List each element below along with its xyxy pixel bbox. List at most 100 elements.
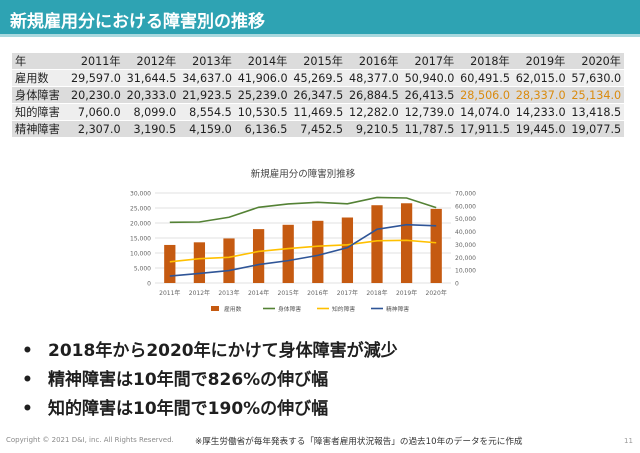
table-cell: 11,469.5	[290, 103, 346, 121]
x-axis-tick-label: 2015年	[278, 289, 299, 297]
table-cell-highlight: 28,506.0	[457, 86, 513, 104]
table-cell: 6,136.5	[234, 120, 291, 138]
bullet-item: • 2018年から2020年にかけて身体障害が減少	[22, 337, 398, 366]
bar-employment	[282, 224, 294, 283]
table-row-intellectual: 知的障害 7,060.0 8,099.0 8,554.5 10,530.5 11…	[12, 103, 624, 121]
data-table: 年 2011年 2012年 2013年 2014年 2015年 2016年 20…	[12, 53, 624, 138]
table-header-cell: 2014年	[234, 53, 291, 70]
table-cell: 26,347.5	[290, 86, 346, 104]
table-cell: 4,159.0	[179, 120, 235, 138]
x-axis-tick-label: 2018年	[366, 289, 387, 297]
table-cell: 34,637.0	[179, 69, 235, 87]
table-cell: 3,190.5	[123, 120, 180, 138]
page-number: 11	[624, 437, 633, 445]
x-axis-tick-label: 2012年	[189, 289, 210, 297]
table-cell: 57,630.0	[568, 69, 624, 87]
table-cell: 62,015.0	[512, 69, 569, 87]
x-axis-tick-label: 2014年	[248, 289, 269, 297]
table-cell: 17,911.5	[457, 120, 513, 138]
legend-label: 身体障害	[278, 305, 301, 313]
bullet-text: 知的障害は10年間で190%の伸び幅	[48, 399, 329, 419]
table-row-label: 精神障害	[12, 120, 68, 138]
copyright-text: Copyright © 2021 D&I, inc. All Rights Re…	[6, 436, 174, 444]
series-line-1	[169, 196, 437, 224]
y-axis-left-tick-label: 10,000	[130, 251, 151, 258]
bullet-item: • 知的障害は10年間で190%の伸び幅	[22, 395, 398, 424]
bar-employment	[430, 208, 442, 283]
table-header-cell: 2012年	[123, 53, 180, 70]
table-cell-highlight: 25,134.0	[568, 86, 624, 104]
y-axis-right-tick-label: 40,000	[455, 229, 476, 236]
y-axis-right-tick-label: 30,000	[455, 242, 476, 249]
series-line-2	[169, 239, 437, 263]
table-cell: 10,530.5	[234, 103, 291, 121]
title-accent-line	[0, 34, 640, 37]
bar-employment	[371, 205, 383, 283]
table-cell: 2,307.0	[68, 120, 124, 138]
table-row-physical: 身体障害 20,230.0 20,333.0 21,923.5 25,239.0…	[12, 86, 624, 104]
bar-employment	[400, 203, 413, 283]
table-header-cell: 2017年	[401, 53, 458, 70]
table-header-cell: 2015年	[290, 53, 346, 70]
y-axis-left-tick-label: 25,000	[130, 206, 151, 213]
x-axis-tick-label: 2016年	[307, 289, 328, 297]
table-cell: 31,644.5	[123, 69, 180, 87]
table-cell: 12,282.0	[345, 103, 402, 121]
x-axis-tick-label: 2020年	[426, 289, 447, 297]
table-cell: 14,233.0	[512, 103, 569, 121]
table-cell: 14,074.0	[457, 103, 513, 121]
table-header-cell: 2011年	[68, 53, 124, 70]
source-note: ※厚生労働省が毎年発表する「障害者雇用状況報告」の過去10年のデータを元に作成	[195, 437, 523, 447]
table-cell: 20,230.0	[68, 86, 124, 104]
bar-employment	[341, 217, 354, 283]
table-cell: 11,787.5	[401, 120, 458, 138]
y-axis-left-tick-label: 20,000	[130, 221, 151, 228]
legend-swatch-bar	[211, 306, 219, 311]
table-cell: 21,923.5	[179, 86, 235, 104]
table-cell: 26,884.5	[345, 86, 402, 104]
table-cell: 8,099.0	[123, 103, 180, 121]
series-line-3	[169, 223, 437, 277]
bullet-marker: •	[22, 370, 33, 390]
table-header-cell: 2020年	[568, 53, 624, 70]
table-cell: 19,077.5	[568, 120, 624, 138]
bar-employment	[193, 242, 206, 283]
y-axis-right-tick-label: 60,000	[455, 203, 476, 210]
table-cell: 48,377.0	[345, 69, 402, 87]
y-axis-left-tick-label: 5,000	[134, 266, 151, 273]
table-row-label: 雇用数	[12, 69, 68, 87]
table-header-cell: 2016年	[345, 53, 402, 70]
x-axis-tick-label: 2011年	[159, 289, 180, 297]
bullet-marker: •	[22, 399, 33, 419]
x-axis-tick-label: 2013年	[218, 289, 239, 297]
y-axis-left-tick-label: 0	[147, 281, 151, 288]
x-axis-tick-label: 2017年	[337, 289, 358, 297]
table-cell: 29,597.0	[68, 69, 124, 87]
legend-label: 知的障害	[332, 305, 355, 313]
x-axis-tick-label: 2019年	[396, 289, 417, 297]
bullet-list: • 2018年から2020年にかけて身体障害が減少 • 精神障害は10年間で826%…	[22, 337, 398, 424]
y-axis-right-tick-label: 20,000	[455, 255, 476, 262]
table-row-label: 身体障害	[12, 86, 68, 104]
title-bar: 新規雇用分における障害別の推移	[0, 0, 640, 37]
table-row-employment: 雇用数 29,597.0 31,644.5 34,637.0 41,906.0 …	[12, 69, 624, 87]
table-cell: 12,739.0	[401, 103, 458, 121]
y-axis-right-tick-label: 70,000	[455, 191, 476, 198]
bar-employment	[252, 229, 265, 283]
chart-title: 新規雇用分の障害別推移	[251, 168, 356, 180]
table-cell: 9,210.5	[345, 120, 402, 138]
table-cell: 26,413.5	[401, 86, 458, 104]
table-cell-highlight: 28,337.0	[512, 86, 569, 104]
legend-label: 精神障害	[386, 305, 409, 313]
trend-chart: 新規雇用分の障害別推移 0 5,000 10,000 15,000 20,000 25,00…	[130, 168, 476, 313]
table-header-cell: 2013年	[179, 53, 235, 70]
bar-employment	[164, 244, 176, 283]
legend-label: 雇用数	[224, 305, 242, 313]
table-cell: 60,491.5	[457, 69, 513, 87]
table-cell: 50,940.0	[401, 69, 458, 87]
table-cell: 20,333.0	[123, 86, 180, 104]
table-cell: 25,239.0	[234, 86, 291, 104]
table-cell: 41,906.0	[234, 69, 291, 87]
y-axis-right-tick-label: 0	[455, 281, 459, 288]
y-axis-right-tick-label: 50,000	[455, 216, 476, 223]
